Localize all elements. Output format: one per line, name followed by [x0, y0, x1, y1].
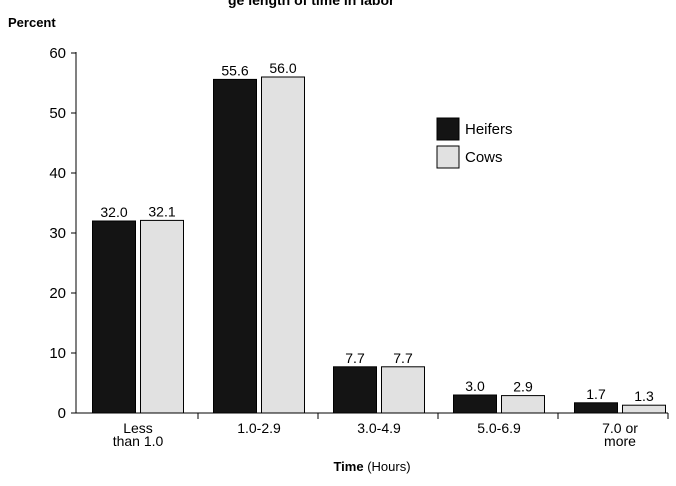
y-tick-label: 0 — [58, 405, 66, 422]
bar-cows — [622, 404, 666, 414]
bar-heifers — [333, 366, 377, 414]
legend-label-cows: Cows — [465, 149, 503, 166]
legend-swatch-heifers — [436, 117, 460, 141]
x-tick-label: 5.0-6.9 — [477, 420, 521, 436]
data-label: 32.0 — [100, 204, 127, 220]
x-tick-label: Less than 1.0 — [113, 420, 164, 449]
data-label: 3.0 — [465, 378, 485, 394]
bar-heifers — [453, 394, 497, 414]
bar-layer — [92, 76, 666, 414]
y-tick-label: 10 — [49, 345, 66, 362]
data-label: 32.1 — [148, 203, 175, 219]
data-label: 55.6 — [221, 62, 248, 78]
axis-layer: Percent 0 10 20 30 40 50 60 Less than 1.0 1.0-2.9 3… — [8, 15, 669, 474]
bar-cows — [261, 76, 305, 414]
legend-swatch-cows — [436, 145, 460, 169]
bar-cows — [381, 366, 425, 414]
y-tick-label: 30 — [49, 225, 66, 242]
bar-heifers — [213, 78, 257, 414]
x-tick-label: 1.0-2.9 — [237, 420, 281, 436]
data-label: 7.7 — [393, 350, 413, 366]
y-tick-label: 20 — [49, 285, 66, 302]
y-tick-label: 60 — [49, 45, 66, 62]
data-label: 2.9 — [513, 379, 533, 395]
bar-cows — [140, 219, 184, 414]
data-label: 7.7 — [345, 350, 365, 366]
y-axis-label: Percent — [8, 15, 56, 30]
bar-heifers — [574, 402, 618, 414]
chart-title-fragment: ge length of time in labor — [228, 0, 395, 8]
bar-cows — [501, 395, 545, 414]
legend-label-heifers: Heifers — [465, 121, 513, 138]
x-tick-label: 3.0-4.9 — [357, 420, 401, 436]
y-tick-label: 50 — [49, 105, 66, 122]
x-tick-label: 7.0 or more — [602, 420, 638, 449]
y-tick-label: 40 — [49, 165, 66, 182]
title-layer: ge length of time in labor — [228, 0, 395, 8]
data-label: 1.3 — [634, 388, 654, 404]
legend: Heifers Cows — [436, 117, 513, 169]
label-layer: 32.0 55.6 7.7 3.0 1.7 32.1 56.0 7.7 2.9 1.3 — [100, 60, 654, 404]
data-label: 1.7 — [586, 386, 606, 402]
x-axis-label: Time (Hours) — [333, 459, 410, 474]
bar-heifers — [92, 220, 136, 414]
data-label: 56.0 — [269, 60, 296, 76]
